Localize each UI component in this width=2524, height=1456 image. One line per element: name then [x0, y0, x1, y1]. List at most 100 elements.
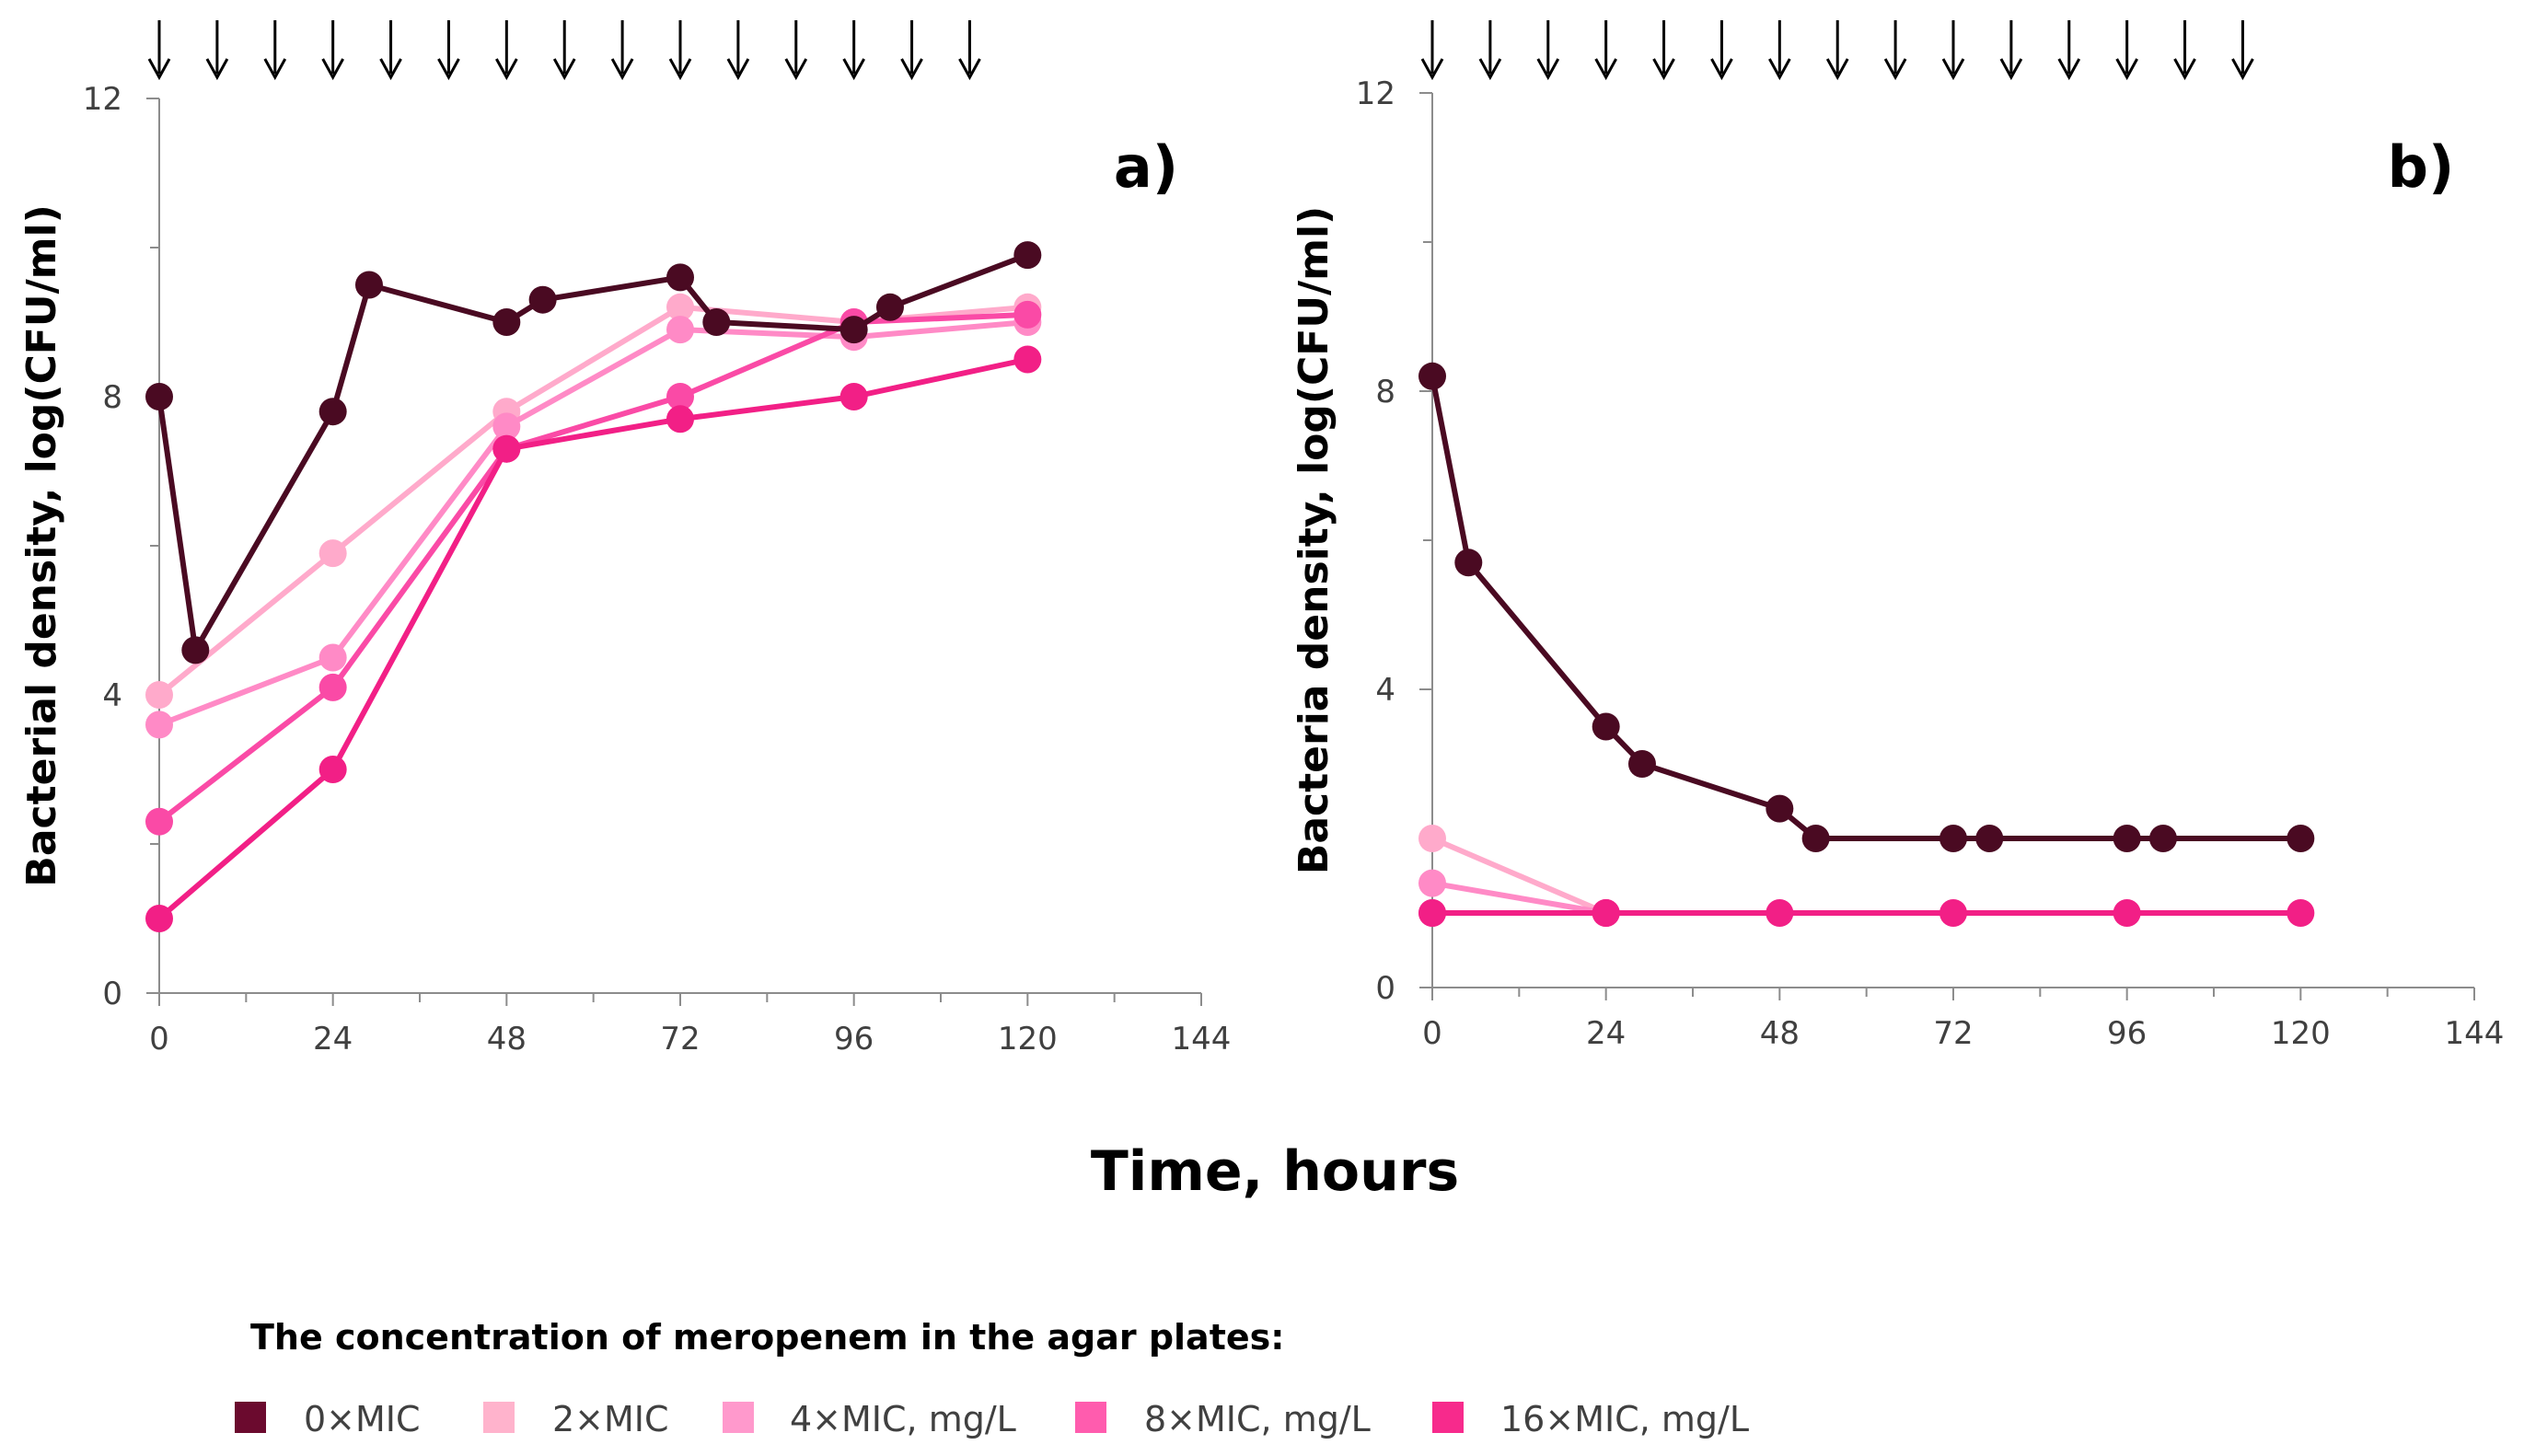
x-tick-label: 0 — [149, 1021, 169, 1057]
dosing-arrow — [1420, 20, 1444, 81]
dosing-arrow-head — [1883, 58, 1907, 81]
x-tick-label: 120 — [998, 1021, 1058, 1057]
dosing-arrow-head — [263, 58, 287, 81]
dosing-arrow-head — [205, 58, 229, 81]
legend-label-8xmic: 8×MIC, mg/L — [1144, 1399, 1371, 1439]
x-tick-label: 96 — [834, 1021, 874, 1057]
dosing-arrow — [1652, 20, 1675, 81]
data-point — [318, 539, 347, 568]
data-point — [666, 383, 694, 410]
dosing-arrow — [958, 20, 981, 81]
dosing-arrow — [2057, 20, 2081, 81]
dosing-arrow — [1941, 20, 1965, 81]
data-point — [666, 316, 694, 344]
dosing-arrow — [2231, 20, 2254, 81]
y-tick-label: 12 — [1356, 75, 1395, 112]
dosing-arrow-head — [1941, 58, 1965, 81]
data-point — [318, 673, 347, 701]
dosing-arrow — [1999, 20, 2023, 81]
legend-entry: 8×MIC, mg/L — [1075, 1399, 1371, 1439]
panel-label: b) — [2388, 133, 2455, 201]
x-tick-label: 96 — [2107, 1015, 2147, 1052]
data-point — [318, 398, 347, 426]
dosing-arrow-head — [321, 58, 344, 81]
dosing-arrow-head — [1652, 58, 1675, 81]
legend-label-0xmic: 0×MIC — [304, 1399, 421, 1439]
dosing-arrow-head — [1478, 58, 1502, 81]
dosing-arrow-head — [900, 58, 923, 81]
dosing-arrow-head — [726, 58, 750, 81]
data-point — [2287, 899, 2315, 927]
data-point — [181, 636, 210, 664]
dosing-arrow-head — [1710, 58, 1733, 81]
dosing-arrow — [726, 20, 750, 81]
legend-entry: 2×MIC — [483, 1399, 669, 1439]
data-point — [1975, 825, 2004, 852]
data-point — [1418, 825, 1446, 852]
dosing-arrow — [321, 20, 344, 81]
data-point — [145, 681, 173, 709]
y-tick-label: 0 — [1375, 970, 1395, 1007]
data-point — [1418, 869, 1446, 897]
x-tick-label: 72 — [1933, 1015, 1973, 1052]
dosing-arrow-head — [552, 58, 576, 81]
data-point — [2113, 899, 2141, 927]
dosing-arrow-head — [668, 58, 692, 81]
dosing-arrow-head — [958, 58, 981, 81]
panel-label: a) — [1114, 133, 1178, 201]
dosing-arrow — [1594, 20, 1617, 81]
series-0-mic — [1418, 362, 2315, 852]
dosing-arrow — [379, 20, 402, 81]
x-axis-title: Time, hours — [1091, 1139, 1459, 1204]
series-16-mic-mg-l — [1418, 899, 2315, 927]
legend-entry: 16×MIC, mg/L — [1432, 1399, 1749, 1439]
data-point — [1766, 899, 1794, 927]
data-point — [145, 905, 173, 932]
dosing-arrow-head — [610, 58, 634, 81]
dosing-arrow — [668, 20, 692, 81]
data-point — [2287, 825, 2315, 852]
dosing-arrow — [263, 20, 287, 81]
dosing-arrow-head — [1768, 58, 1791, 81]
data-point — [666, 293, 694, 321]
dosing-arrow-head — [2115, 58, 2138, 81]
dosing-arrow-head — [437, 58, 460, 81]
legend-swatch-4xmic — [723, 1402, 754, 1433]
x-tick-label: 120 — [2271, 1015, 2331, 1052]
data-point — [1418, 899, 1446, 927]
x-tick-label: 24 — [1586, 1015, 1626, 1052]
data-point — [1766, 794, 1794, 823]
y-tick-label: 4 — [102, 677, 122, 714]
y-tick-label: 8 — [1375, 374, 1395, 410]
data-point — [2148, 825, 2177, 852]
data-point — [702, 308, 731, 336]
data-point — [318, 756, 347, 783]
legend-swatch-8xmic — [1075, 1402, 1106, 1433]
dosing-arrow — [1478, 20, 1502, 81]
data-point — [1418, 362, 1446, 390]
data-point — [528, 285, 557, 314]
data-point — [492, 412, 521, 441]
series-line — [156, 311, 1031, 825]
data-point — [318, 643, 347, 672]
data-point — [666, 405, 694, 433]
y-tick-label: 0 — [102, 976, 122, 1012]
legend: 0×MIC 2×MIC 4×MIC, mg/L 8×MIC, mg/L 16×M… — [235, 1399, 1749, 1439]
x-tick-label: 24 — [313, 1021, 353, 1057]
legend-swatch-2xmic — [483, 1402, 515, 1433]
dosing-arrow-head — [2057, 58, 2081, 81]
dosing-arrow-head — [379, 58, 402, 81]
y-tick-label: 8 — [102, 379, 122, 416]
x-tick-label: 0 — [1422, 1015, 1442, 1052]
dosing-arrow — [900, 20, 923, 81]
dosing-arrow-head — [1536, 58, 1560, 81]
series-0-mic — [145, 241, 1042, 664]
series-4-mic-mg-l — [145, 308, 1042, 739]
data-point — [2113, 825, 2141, 852]
data-point — [1013, 300, 1042, 329]
data-point — [145, 383, 173, 410]
series-16-mic-mg-l — [145, 345, 1042, 932]
